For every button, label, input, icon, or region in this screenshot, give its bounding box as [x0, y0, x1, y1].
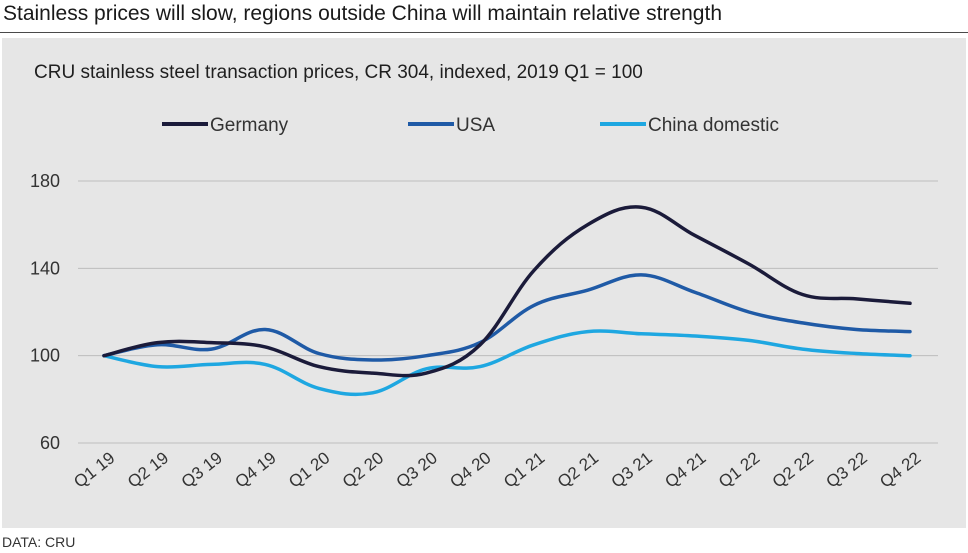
- gridlines: [78, 180, 938, 444]
- series-line-germany: [102, 205, 912, 378]
- chart-title: CRU stainless steel transaction prices, …: [34, 62, 643, 83]
- x-tick-label: Q1 21: [500, 448, 548, 491]
- x-tick-label: Q3 20: [393, 448, 441, 491]
- x-tick-label: Q3 19: [178, 448, 226, 491]
- y-tick-label: 100: [30, 346, 60, 366]
- x-tick-label: Q2 21: [554, 448, 602, 491]
- x-tick-label: Q3 22: [823, 448, 871, 491]
- y-tick-label: 140: [30, 258, 60, 278]
- y-tick-label: 180: [30, 171, 60, 191]
- chart-panel: [2, 38, 966, 528]
- x-tick-label: Q3 21: [608, 448, 656, 491]
- legend: Germany USA China domestic: [162, 115, 779, 136]
- x-axis-ticks: Q1 19 Q2 19 Q3 19 Q4 19 Q1 20 Q2 20 Q3 20 Q4 20…: [70, 448, 924, 491]
- legend-label-china-domestic: China domestic: [648, 115, 779, 136]
- y-axis-ticks: 60 100 140 180: [30, 171, 60, 453]
- x-tick-label: Q2 19: [124, 448, 172, 491]
- x-tick-label: Q4 22: [876, 448, 924, 491]
- x-tick-label: Q4 20: [446, 448, 494, 491]
- x-tick-label: Q2 22: [769, 448, 817, 491]
- legend-label-usa: USA: [456, 115, 495, 136]
- source-note: DATA: CRU: [2, 534, 76, 550]
- series-lines: [102, 205, 912, 397]
- y-tick-label: 60: [40, 433, 60, 453]
- headline: Stainless prices will slow, regions outs…: [3, 2, 722, 25]
- series-line-usa: [102, 273, 912, 362]
- x-tick-label: Q2 20: [339, 448, 387, 491]
- x-tick-label: Q4 21: [661, 448, 709, 491]
- x-tick-label: Q1 22: [715, 448, 763, 491]
- x-tick-label: Q4 19: [231, 448, 279, 491]
- legend-label-germany: Germany: [210, 115, 289, 136]
- x-tick-label: Q1 20: [285, 448, 333, 491]
- headline-divider: [0, 32, 968, 33]
- series-line-china-domestic: [102, 329, 912, 397]
- x-tick-label: Q1 19: [70, 448, 118, 491]
